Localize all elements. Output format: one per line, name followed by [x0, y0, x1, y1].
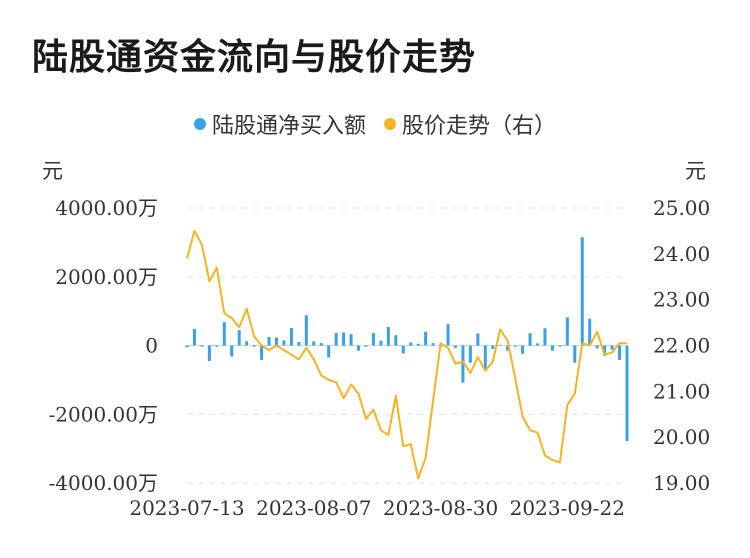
right-tick-label: 19.00 [653, 471, 710, 495]
bar [379, 340, 383, 346]
price-line [186, 229, 627, 480]
bar [513, 345, 517, 347]
bar [468, 345, 472, 363]
bar [453, 345, 457, 348]
bar [371, 333, 375, 346]
bar [446, 324, 450, 346]
bar [245, 341, 249, 346]
bar [431, 343, 435, 346]
bar [394, 335, 398, 346]
right-axis-unit: 元 [685, 159, 706, 183]
x-tick-label: 2023-08-07 [256, 496, 371, 520]
bar [409, 342, 413, 346]
legend-item-net-buy[interactable]: 陆股通净买入额 [193, 108, 366, 140]
bar [580, 237, 584, 346]
legend-label-net-buy: 陆股通净买入额 [211, 114, 366, 139]
bar [342, 332, 346, 346]
legend-label-price: 股价走势（右） [402, 114, 557, 139]
bar-series [185, 237, 629, 442]
bar [267, 336, 271, 346]
bar [215, 345, 219, 347]
bar [491, 345, 495, 349]
bar [364, 345, 368, 347]
chart-legend: 陆股通净买入额 股价走势（右） [0, 108, 750, 140]
bar [312, 341, 316, 346]
bar [289, 327, 293, 346]
left-tick-label: 2000.00万 [55, 265, 158, 289]
bar [558, 345, 562, 347]
bar [506, 345, 510, 351]
bar [222, 322, 226, 346]
x-tick-label: 2023-08-30 [383, 496, 498, 520]
bar [207, 345, 211, 361]
bar [319, 343, 323, 346]
x-axis: 2023-07-13 2023-08-07 2023-08-30 2023-09-22 [129, 496, 625, 520]
legend-dot-icon [193, 118, 206, 130]
legend-item-price[interactable]: 股价走势（右） [384, 108, 556, 140]
x-tick-label: 2023-07-13 [129, 496, 244, 520]
bar [565, 317, 569, 346]
legend-dot-icon [384, 118, 396, 130]
bar [200, 345, 204, 347]
line-series [186, 229, 627, 480]
bar [550, 345, 554, 351]
bar [334, 332, 338, 346]
bar [618, 345, 622, 360]
bar [483, 345, 487, 370]
left-axis: 4000.00万 2000.00万 0 -2000.00万 -4000.00万 元 [42, 159, 158, 495]
right-axis: 25.00 24.00 23.00 22.00 21.00 20.00 19.00 元 [653, 159, 710, 495]
left-tick-label: -2000.00万 [49, 402, 158, 426]
left-axis-unit: 元 [42, 159, 63, 183]
left-tick-label: 4000.00万 [55, 196, 158, 220]
bar [536, 343, 540, 346]
right-tick-label: 23.00 [653, 288, 710, 312]
bar [498, 344, 502, 346]
bar [357, 345, 361, 351]
bar [274, 337, 278, 346]
bar [424, 331, 428, 346]
bar [185, 345, 189, 348]
bar [416, 343, 420, 346]
bar [282, 340, 286, 346]
bar [327, 345, 331, 358]
x-tick-label: 2023-09-22 [510, 496, 625, 520]
bar [237, 330, 241, 346]
chart-title: 陆股通资金流向与股价走势 [32, 37, 477, 78]
right-tick-label: 20.00 [653, 425, 710, 449]
right-tick-label: 21.00 [653, 379, 710, 403]
bar [543, 328, 547, 346]
right-tick-label: 25.00 [653, 196, 710, 220]
bar [625, 345, 629, 442]
bar [610, 345, 614, 350]
bar [401, 345, 405, 354]
bar [521, 345, 525, 354]
bar [528, 333, 532, 346]
bar [595, 345, 599, 349]
bar [588, 318, 592, 346]
left-tick-label: 0 [145, 334, 158, 358]
bar [573, 345, 577, 363]
left-tick-label: -4000.00万 [49, 471, 158, 495]
bar [349, 334, 353, 346]
bar [603, 345, 607, 356]
bar [461, 345, 465, 383]
bar [260, 345, 264, 360]
bar [476, 333, 480, 346]
bar [192, 329, 196, 346]
right-tick-label: 24.00 [653, 242, 710, 266]
bar [230, 345, 234, 357]
bar [386, 326, 390, 346]
bar [297, 342, 301, 346]
right-tick-label: 22.00 [653, 334, 710, 358]
bar [304, 315, 308, 346]
bar [252, 345, 256, 347]
